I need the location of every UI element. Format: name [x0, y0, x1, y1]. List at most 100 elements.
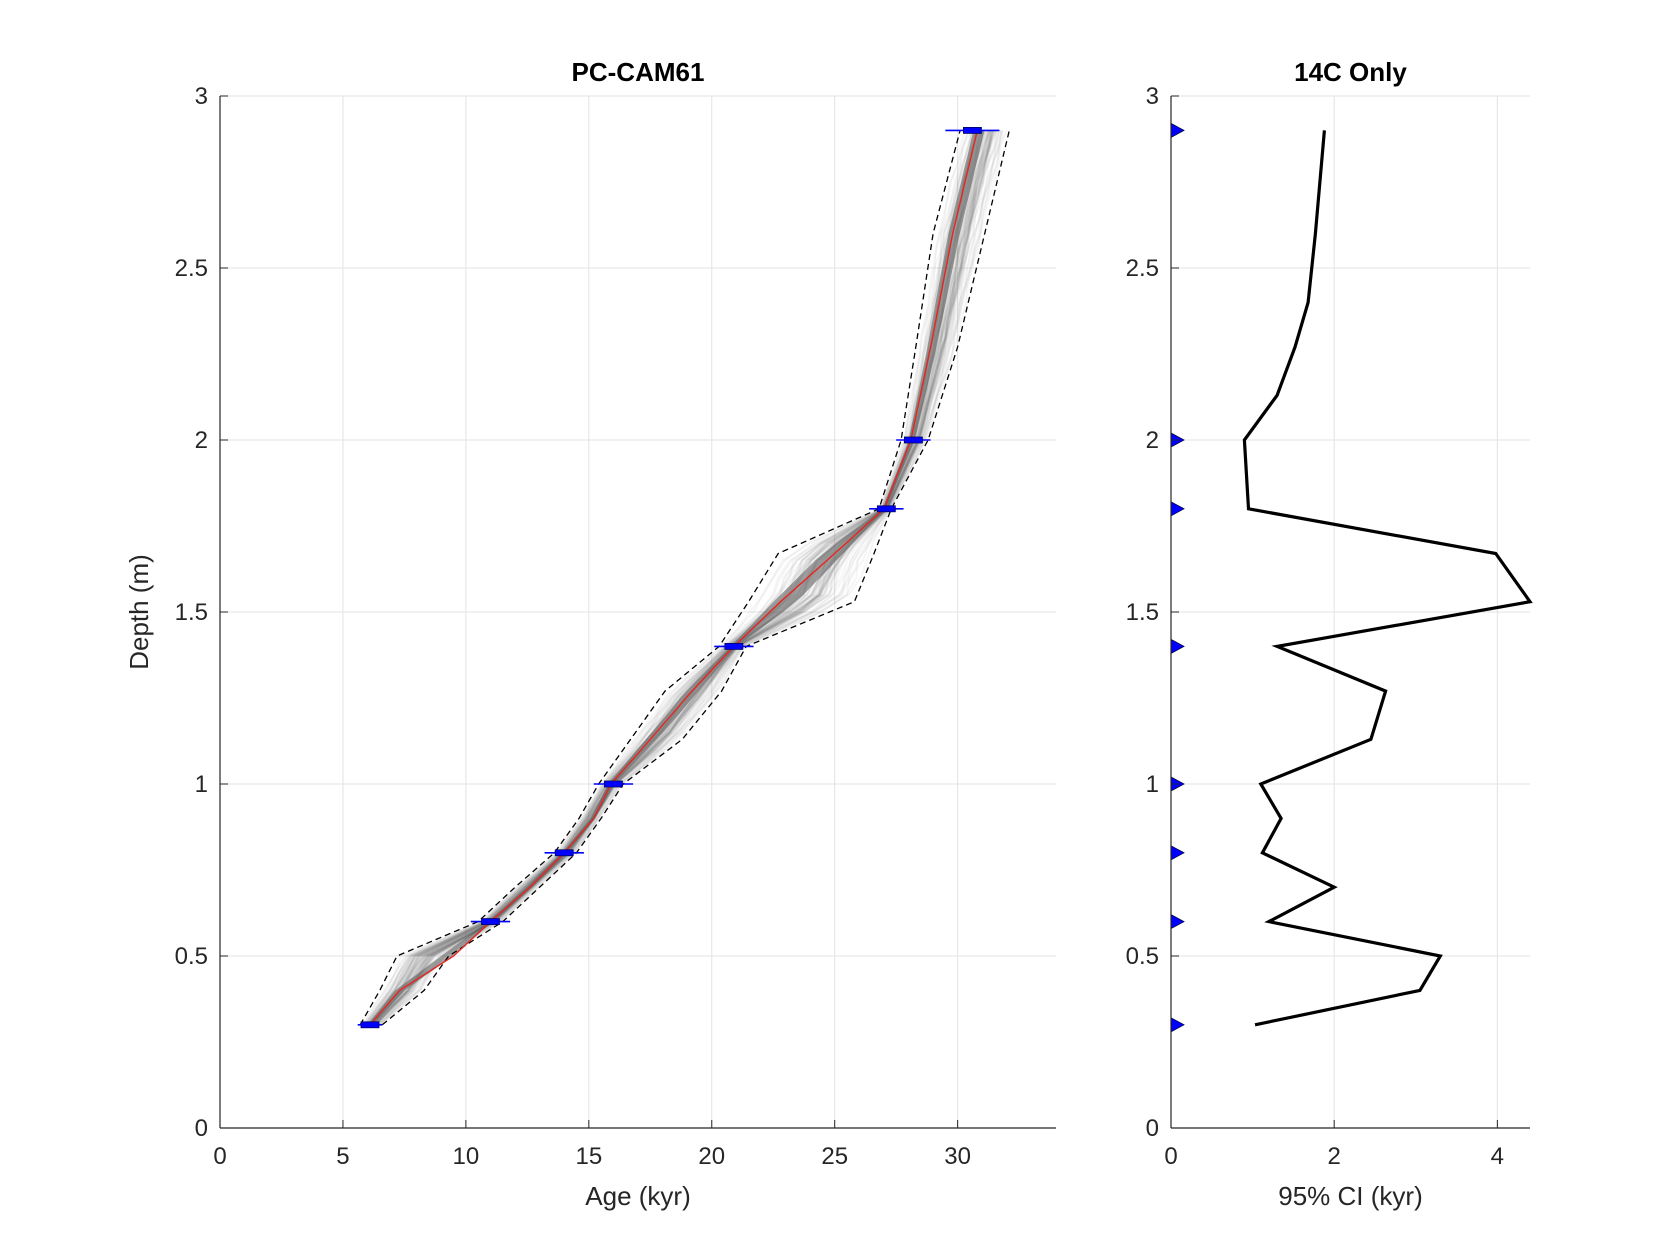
ensemble-realization [368, 130, 982, 1026]
ensemble-realization [374, 130, 995, 1026]
ensemble-realization [368, 130, 984, 1026]
ensemble-realization [364, 130, 974, 1026]
ensemble-realization [376, 130, 998, 1026]
ensemble-realization [374, 130, 993, 1026]
date-depth-marker [1170, 638, 1185, 655]
ensemble-realization [371, 130, 989, 1026]
ensemble-realization [368, 130, 983, 1026]
ensemble-realization [370, 130, 986, 1026]
ensemble-realization [369, 130, 985, 1026]
left-dates [357, 127, 1000, 1029]
ensemble-realization [374, 130, 994, 1026]
y-tick-label: 3 [1146, 83, 1159, 110]
date-marker [481, 918, 500, 925]
ensemble-realization [370, 130, 985, 1026]
median-line [369, 130, 978, 1026]
ensemble-realization [364, 130, 975, 1026]
x-tick-label: 5 [336, 1143, 349, 1170]
ensemble-realization [379, 130, 1004, 1026]
ensemble-core-band [367, 130, 985, 1025]
right-plot: 0 2 4 0 0.5 1 1.5 2 2.5 3 14C Only 95% CI (kyr) [1126, 57, 1533, 1211]
date-marker [604, 780, 623, 788]
x-tick-label: 4 [1491, 1143, 1504, 1170]
ensemble-realization [370, 130, 987, 1026]
ensemble-realization [364, 129, 972, 1026]
right-axes [1170, 95, 1530, 1129]
right-plot-title: 14C Only [1294, 57, 1407, 87]
date-marker [876, 505, 896, 513]
y-tick-label: 0.5 [175, 943, 208, 970]
ensemble-realization [379, 130, 1004, 1026]
x-tick-label: 15 [575, 1143, 602, 1170]
left-series [359, 130, 1010, 1026]
ensemble-realization [370, 130, 982, 1026]
date-depth-marker [1170, 122, 1185, 139]
ensemble-realization [375, 130, 999, 1026]
ensemble-realization [377, 130, 1003, 1026]
ensemble-realization [372, 130, 989, 1026]
date-marker [724, 643, 744, 650]
left-ensemble [361, 129, 1008, 1026]
ensemble-realization [373, 130, 993, 1026]
date-marker [554, 849, 574, 857]
left-y-axis-label: Depth (m) [124, 554, 154, 670]
ensemble-realization [367, 130, 978, 1026]
ensemble-realization [362, 130, 969, 1026]
ensemble-realization [375, 130, 998, 1026]
ensemble-realization [366, 130, 976, 1026]
x-tick-label: 25 [821, 1143, 848, 1170]
ensemble-realization [373, 130, 994, 1026]
ensemble-realization [377, 130, 1000, 1026]
left-ticks: 0 5 10 15 20 25 30 0 0.5 1 1.5 2 2.5 3 [175, 83, 971, 1170]
ensemble-realization [365, 130, 975, 1026]
date-depth-marker [1170, 1017, 1185, 1033]
y-tick-label: 0 [195, 1115, 208, 1142]
date-marker [360, 1021, 380, 1029]
y-tick-label: 1 [195, 771, 208, 798]
ensemble-realization [369, 130, 983, 1026]
ensemble-realization [370, 130, 987, 1026]
ensemble-realization [374, 130, 996, 1026]
ensemble-realization [378, 130, 1002, 1026]
ensemble-realization [369, 130, 983, 1026]
ensemble-realization [365, 130, 973, 1026]
y-tick-label: 2.5 [175, 255, 208, 282]
y-tick-label: 2 [195, 427, 208, 454]
ensemble-realization [374, 130, 994, 1026]
lower-bound-line [381, 130, 1010, 1026]
ensemble-realization [367, 130, 978, 1026]
ensemble-realization [374, 130, 997, 1026]
ensemble-realization [375, 130, 995, 1026]
ensemble-realization [369, 130, 986, 1026]
y-tick-label: 1.5 [175, 599, 208, 626]
ensemble-realization [373, 130, 995, 1026]
ensemble-realization [378, 130, 1001, 1026]
ensemble-realization [362, 130, 970, 1026]
ensemble-realization [368, 130, 979, 1026]
y-tick-label: 2 [1146, 427, 1159, 454]
ensemble-realization [368, 130, 982, 1026]
ensemble-realization [368, 130, 983, 1026]
ensemble-realization [372, 130, 990, 1026]
ensemble-realization [375, 130, 996, 1026]
ensemble-realization [370, 130, 985, 1026]
date-depth-marker [1170, 501, 1185, 517]
ensemble-realization [366, 130, 978, 1026]
x-tick-label: 30 [944, 1143, 971, 1170]
right-series [1242, 130, 1533, 1027]
x-tick-label: 0 [213, 1143, 226, 1170]
ensemble-realization [370, 130, 986, 1026]
x-tick-label: 0 [1164, 1143, 1177, 1170]
x-tick-label: 2 [1328, 1143, 1341, 1170]
ensemble-realization [371, 130, 989, 1026]
x-tick-label: 20 [698, 1143, 725, 1170]
y-tick-label: 1 [1146, 771, 1159, 798]
ensemble-realization [364, 130, 972, 1026]
ensemble-realization [370, 130, 984, 1026]
ensemble-realization [366, 130, 979, 1026]
ensemble-realization [367, 129, 981, 1026]
ensemble-realization [361, 130, 967, 1026]
upper-bound-line [359, 130, 961, 1026]
ensemble-realization [366, 130, 979, 1026]
date-marker [963, 127, 982, 134]
